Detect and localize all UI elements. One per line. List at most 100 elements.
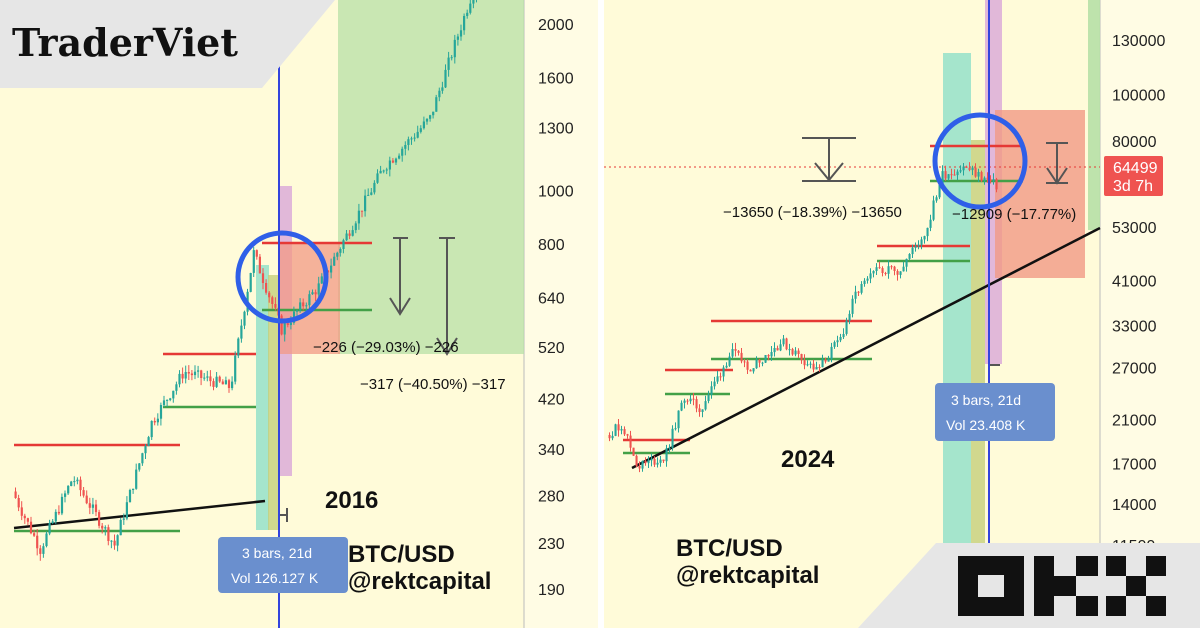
candle-body — [893, 266, 896, 271]
candle-body — [908, 254, 911, 259]
left-candles — [14, 0, 477, 561]
candle-body — [249, 273, 252, 292]
right-halving-tooltip: 3 bars, 21d Vol 23.408 K — [935, 383, 1055, 441]
candle-body — [962, 166, 965, 171]
candle-body — [23, 515, 26, 519]
candle-body — [73, 481, 76, 483]
candle-body — [255, 250, 258, 257]
candle-body — [788, 349, 791, 351]
candle-body — [824, 359, 827, 362]
candle-body — [348, 233, 351, 236]
left-measure-arrow-1 — [389, 237, 411, 316]
candle-body — [472, 0, 475, 4]
candle-body — [162, 400, 166, 405]
candle-body — [367, 194, 370, 196]
candle-body — [749, 369, 752, 372]
candle-body — [416, 131, 419, 138]
candle-body — [725, 365, 728, 368]
candle-body — [444, 69, 447, 88]
candle-body — [641, 460, 644, 469]
candle-body — [905, 258, 908, 267]
right-measure-2-text: −12909 (−17.77%) — [952, 206, 1076, 223]
candle-body — [992, 179, 995, 182]
candle-body — [215, 376, 218, 387]
candle-body — [413, 137, 416, 139]
candle-body — [827, 358, 830, 362]
candle-body — [212, 381, 215, 387]
left-y-axis: 2000 1600 1300 1000 800 640 520 420 340 280 230 190… — [538, 17, 574, 628]
candle-body — [617, 424, 620, 431]
left-levels — [13, 241, 372, 533]
candle-body — [797, 350, 800, 354]
candle-body — [357, 210, 360, 224]
candle-body — [938, 184, 941, 198]
candle-body — [842, 334, 845, 338]
candle-body — [890, 266, 893, 268]
right-author-label: @rektcapital — [676, 562, 819, 589]
candle-body — [815, 367, 818, 370]
right-measure-1-text: −13650 (−18.39%) −13650 — [723, 204, 902, 221]
candle-body — [119, 519, 122, 536]
candle-body — [438, 90, 441, 98]
candle-body — [704, 401, 707, 410]
candle-body — [296, 310, 299, 312]
candle-body — [785, 338, 788, 350]
right-symbol-label: BTC/USD — [676, 535, 783, 562]
candle-body — [746, 361, 749, 370]
y-tick-label: 41000 — [1112, 273, 1157, 290]
left-axis-bg — [524, 0, 598, 628]
candle-body — [929, 219, 932, 228]
candle-body — [671, 428, 674, 448]
traderviet-logo-text: TraderViet — [12, 20, 238, 65]
y-tick-label: 80000 — [1112, 134, 1157, 151]
right-teal-zone — [943, 53, 971, 628]
candle-body — [311, 292, 314, 295]
left-olive-zone — [268, 275, 280, 530]
candle-body — [261, 273, 265, 283]
candle-body — [707, 394, 710, 401]
candle-body — [941, 171, 944, 185]
candle-body — [965, 166, 968, 168]
candle-body — [773, 348, 776, 353]
candle-body — [379, 170, 382, 174]
candle-body — [200, 370, 203, 378]
candle-body — [629, 435, 632, 448]
candle-body — [830, 346, 833, 359]
candle-body — [20, 507, 23, 516]
y-tick-label: 2000 — [538, 17, 574, 34]
candle-body — [181, 373, 184, 379]
candle-body — [674, 428, 677, 430]
candle-body — [950, 174, 953, 176]
candle-body — [425, 118, 429, 122]
candle-body — [144, 446, 147, 454]
candle-body — [995, 179, 998, 190]
candle-body — [758, 359, 761, 363]
right-trendline — [631, 226, 1101, 470]
candle-body — [150, 421, 153, 438]
candle-body — [197, 370, 200, 372]
candle-body — [26, 518, 29, 522]
candle-body — [234, 355, 237, 382]
candle-body — [429, 115, 432, 119]
candle-body — [800, 354, 803, 361]
candle-body — [333, 256, 336, 266]
candle-body — [342, 240, 345, 249]
candle-body — [147, 437, 150, 447]
right-year-label: 2024 — [781, 446, 835, 473]
candle-body — [848, 313, 851, 321]
candle-body — [719, 376, 722, 378]
candle-body — [968, 167, 971, 171]
candle-body — [926, 227, 929, 237]
candle-body — [620, 429, 623, 431]
candle-body — [812, 363, 815, 370]
candle-body — [289, 322, 292, 325]
candle-body — [989, 179, 992, 182]
candle-body — [104, 527, 107, 529]
candle-body — [923, 236, 926, 240]
candle-body — [274, 304, 277, 308]
candle-body — [878, 267, 881, 269]
candle-body — [614, 424, 617, 436]
candle-body — [135, 469, 138, 489]
candle-body — [67, 486, 70, 494]
candle-body — [178, 373, 181, 385]
